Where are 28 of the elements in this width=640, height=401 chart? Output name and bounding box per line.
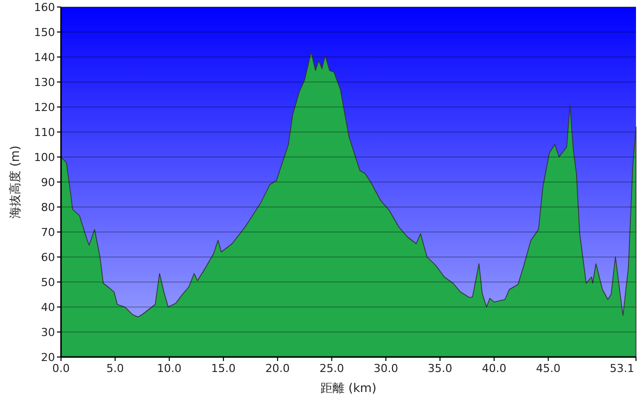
y-tick-label: 120 — [34, 101, 55, 114]
y-tick-label: 100 — [34, 151, 55, 164]
y-tick-label: 40 — [41, 301, 55, 314]
y-tick-label: 70 — [41, 226, 55, 239]
y-tick-label: 80 — [41, 201, 55, 214]
y-tick-label: 30 — [41, 326, 55, 339]
y-tick-label: 90 — [41, 176, 55, 189]
x-tick-label: 40.0 — [482, 362, 506, 375]
x-tick-label: 10.0 — [157, 362, 182, 375]
x-tick-label: 25.0 — [319, 362, 344, 375]
x-tick-label: 35.0 — [428, 362, 452, 375]
y-tick-label: 150 — [34, 26, 55, 39]
x-tick-label: 20.0 — [265, 362, 290, 375]
y-tick-label: 130 — [34, 76, 55, 89]
x-tick-label: 5.0 — [106, 362, 124, 375]
y-tick-label: 50 — [41, 276, 55, 289]
y-axis-title: 海抜高度 (m) — [8, 146, 22, 218]
x-tick-label: 0.0 — [52, 362, 70, 375]
x-tick-label: 15.0 — [211, 362, 236, 375]
y-tick-label: 60 — [41, 251, 55, 264]
x-axis-title: 距離 (km) — [320, 381, 376, 395]
x-tick-label: 45.0 — [536, 362, 561, 375]
y-tick-label: 140 — [34, 51, 55, 64]
y-tick-label: 110 — [34, 126, 55, 139]
x-tick-label: 53.1 — [610, 362, 634, 375]
x-tick-label: 30.0 — [374, 362, 398, 375]
y-tick-label: 20 — [41, 351, 55, 364]
y-tick-label: 160 — [34, 1, 55, 14]
